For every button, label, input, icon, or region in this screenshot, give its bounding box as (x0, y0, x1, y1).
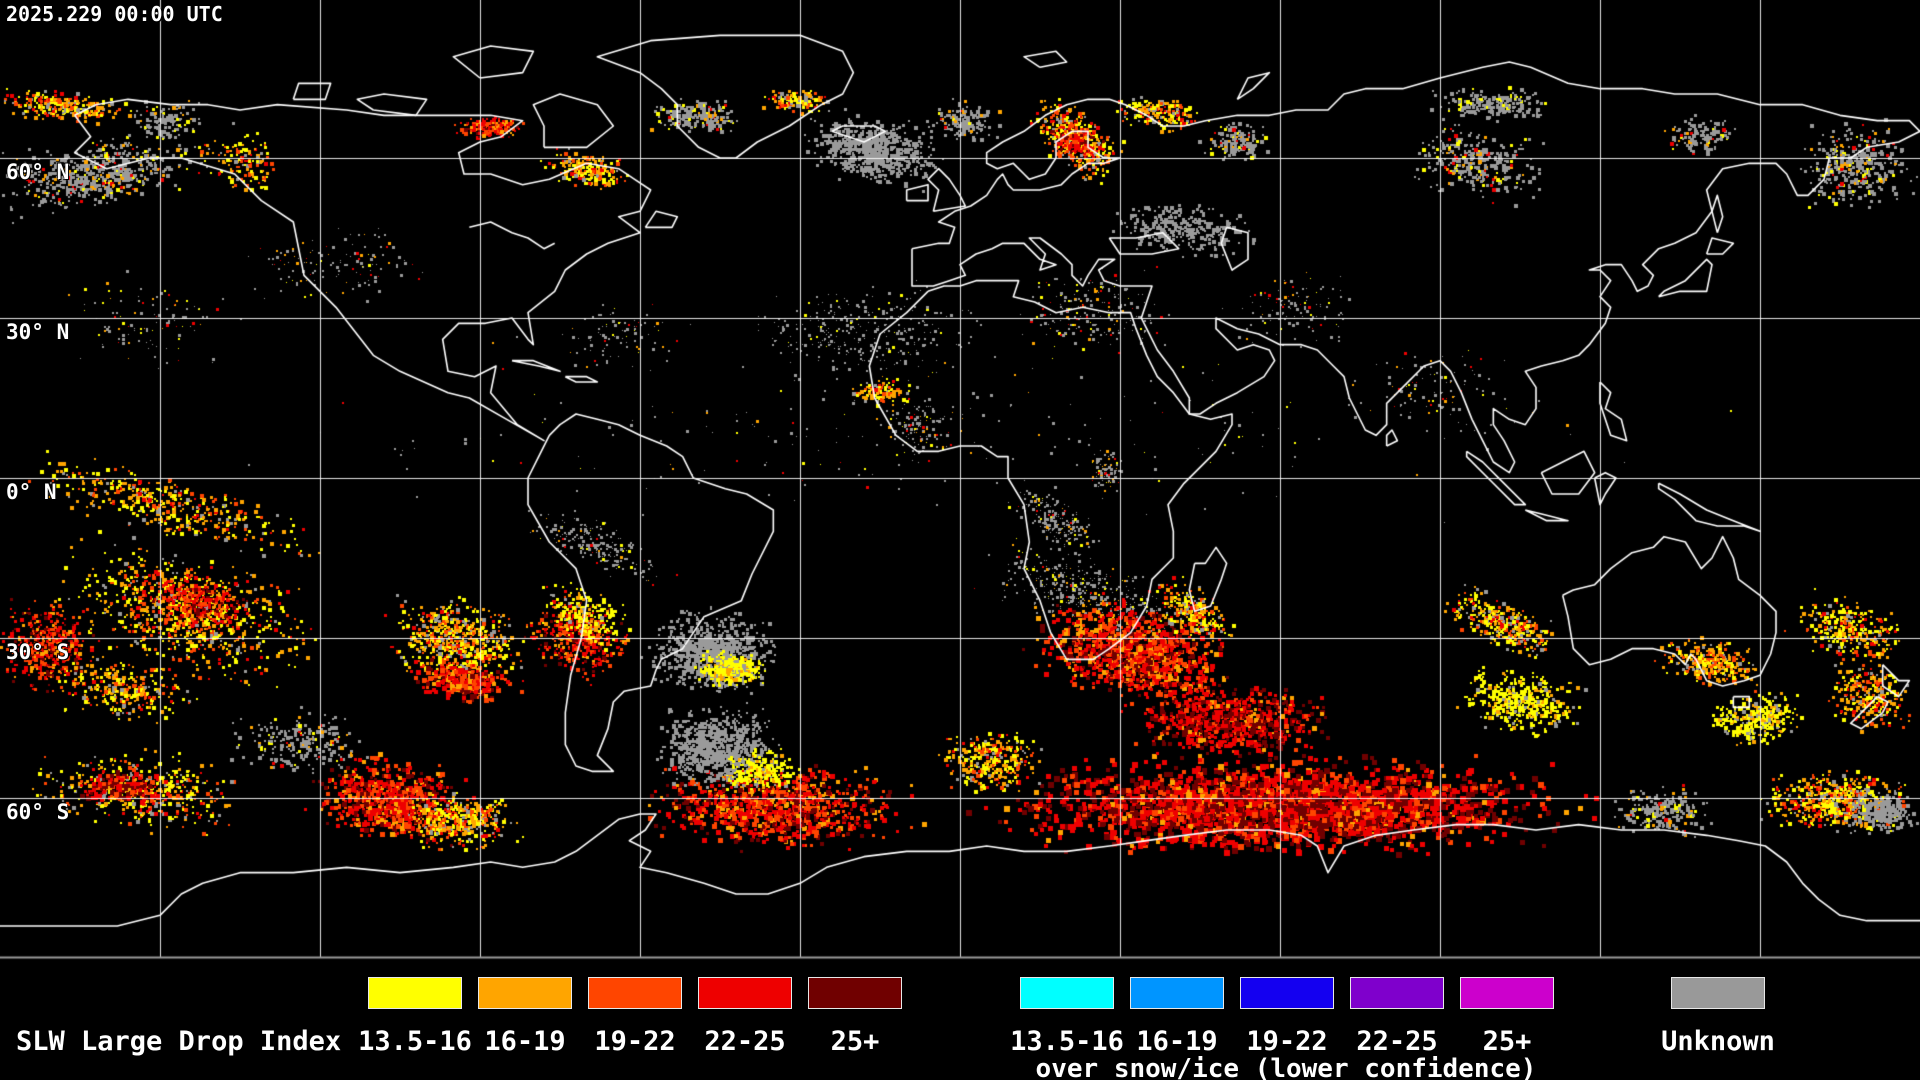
legend-swatch-warm-4 (808, 977, 902, 1009)
legend-label-warm-4: 25+ (830, 1026, 880, 1057)
legend-swatch-warm-2 (588, 977, 682, 1009)
legend-bar: SLW Large Drop Index over snow/ice (lowe… (0, 966, 1920, 1080)
legend-swatch-snowice-1 (1130, 977, 1224, 1009)
latitude-label-60s: 60° S (6, 800, 70, 824)
legend-label-warm-3: 22-25 (704, 1026, 786, 1057)
latitude-label-30n: 30° N (6, 320, 70, 344)
timestamp: 2025.229 00:00 UTC (6, 2, 223, 26)
legend-label-snowice-4: 25+ (1482, 1026, 1532, 1057)
legend-label-snowice-2: 19-22 (1246, 1026, 1328, 1057)
legend-swatch-warm-3 (698, 977, 792, 1009)
legend-label-snowice-3: 22-25 (1356, 1026, 1438, 1057)
legend-swatch-snowice-3 (1350, 977, 1444, 1009)
legend-label-warm-1: 16-19 (484, 1026, 566, 1057)
legend-swatch-snowice-0 (1020, 977, 1114, 1009)
latitude-label-0n: 0° N (6, 480, 57, 504)
legend-label-warm-0: 13.5-16 (358, 1026, 472, 1057)
legend-swatch-snowice-4 (1460, 977, 1554, 1009)
legend-swatch-snowice-2 (1240, 977, 1334, 1009)
legend-label-snowice-1: 16-19 (1136, 1026, 1218, 1057)
latitude-label-60n: 60° N (6, 160, 70, 184)
legend-caption: over snow/ice (lower confidence) (1035, 1054, 1537, 1080)
world-map-canvas (0, 0, 1920, 966)
legend-label-warm-2: 19-22 (594, 1026, 676, 1057)
latitude-label-30s: 30° S (6, 640, 70, 664)
legend-swatch-warm-0 (368, 977, 462, 1009)
legend-title: SLW Large Drop Index (16, 1026, 342, 1057)
legend-label-snowice-0: 13.5-16 (1010, 1026, 1124, 1057)
legend-swatch-unknown (1671, 977, 1765, 1009)
legend-swatch-warm-1 (478, 977, 572, 1009)
legend-label-unknown: Unknown (1661, 1026, 1775, 1057)
